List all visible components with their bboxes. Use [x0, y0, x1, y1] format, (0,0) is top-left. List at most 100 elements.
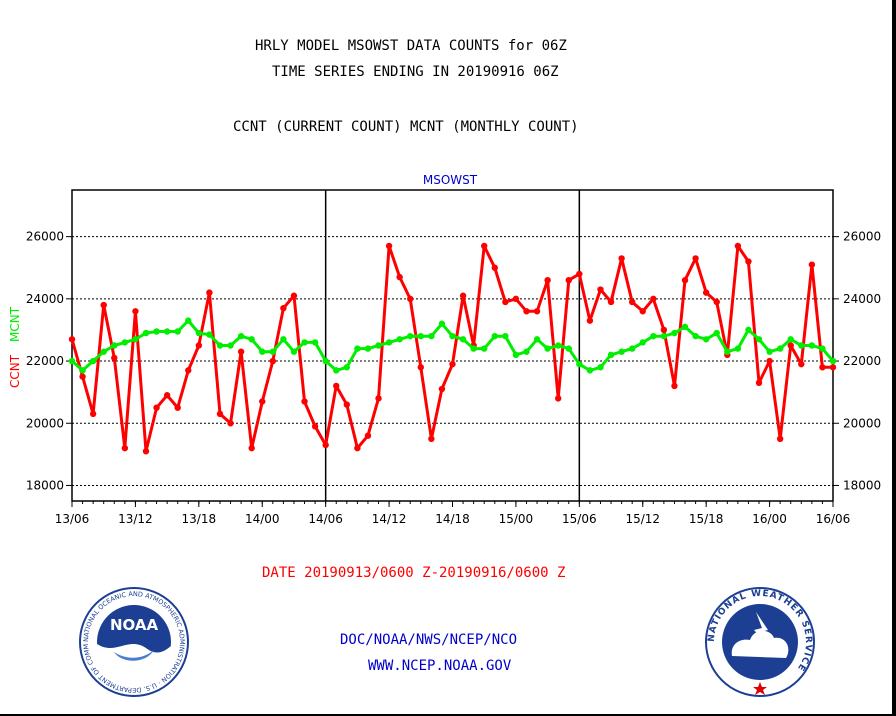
series-point-ccnt	[660, 326, 668, 334]
series-point-ccnt	[227, 420, 234, 427]
series-point-mcnt	[237, 332, 245, 340]
footer-url: WWW.NCEP.NOAA.GOV	[368, 658, 512, 674]
header-line-3: CCNT (CURRENT COUNT) MCNT (MONTHLY COUNT…	[233, 119, 579, 135]
series-point-ccnt	[639, 308, 646, 315]
series-point-ccnt	[79, 373, 86, 380]
series-point-mcnt	[819, 345, 826, 352]
series-point-mcnt	[470, 345, 477, 352]
series-point-mcnt	[216, 342, 224, 349]
series-point-ccnt	[798, 360, 805, 368]
series-point-mcnt	[121, 339, 129, 346]
series-point-ccnt	[533, 308, 541, 315]
series-point-mcnt	[396, 336, 403, 343]
y-tick-label-right: 26000	[843, 230, 881, 244]
series-point-ccnt	[111, 354, 118, 362]
series-point-mcnt	[512, 351, 520, 359]
series-point-ccnt	[766, 357, 773, 365]
grid-layer	[72, 190, 833, 501]
series-point-ccnt	[142, 448, 150, 455]
series-point-ccnt	[607, 298, 615, 306]
series-layer	[68, 242, 837, 455]
series-point-ccnt	[121, 444, 129, 452]
series-point-ccnt	[290, 292, 298, 299]
series-point-ccnt	[734, 242, 742, 250]
series-point-ccnt	[745, 258, 752, 265]
series-point-ccnt	[385, 242, 393, 250]
footer-org: DOC/NOAA/NWS/NCEP/NCO	[340, 632, 518, 648]
y-tick-label-right: 18000	[843, 478, 881, 492]
series-point-mcnt	[449, 332, 456, 340]
series-point-mcnt	[745, 326, 752, 334]
series-point-ccnt	[808, 261, 816, 268]
series-point-mcnt	[206, 331, 213, 338]
series-point-ccnt	[237, 348, 245, 355]
series-point-ccnt	[354, 444, 361, 452]
series-point-mcnt	[417, 332, 424, 340]
noaa-logo-text: NOAA	[110, 616, 159, 634]
series-point-mcnt	[269, 348, 277, 355]
series-point-mcnt	[776, 345, 784, 352]
series-point-mcnt	[660, 332, 668, 340]
series-point-mcnt	[523, 348, 530, 355]
series-point-mcnt	[364, 345, 372, 352]
series-point-ccnt	[459, 292, 467, 299]
series-point-mcnt	[787, 336, 794, 343]
x-tick-label: 13/12	[118, 512, 153, 526]
series-point-ccnt	[68, 336, 76, 343]
series-point-ccnt	[755, 379, 763, 387]
series-point-mcnt	[163, 328, 171, 335]
series-point-ccnt	[206, 289, 213, 296]
series-point-mcnt	[607, 351, 615, 359]
series-point-ccnt	[438, 385, 446, 393]
series-point-mcnt	[681, 323, 689, 331]
series-point-ccnt	[523, 308, 530, 315]
ylabel-mcnt: MCNT	[8, 306, 22, 342]
series-point-mcnt	[185, 317, 192, 324]
series-point-ccnt	[565, 276, 572, 284]
series-point-mcnt	[333, 367, 340, 374]
series-point-ccnt	[280, 304, 287, 312]
series-point-mcnt	[343, 364, 351, 371]
series-point-ccnt	[216, 410, 224, 418]
series-point-ccnt	[195, 342, 203, 349]
series-point-mcnt	[459, 336, 467, 343]
series-point-ccnt	[586, 317, 594, 324]
series-point-mcnt	[798, 342, 805, 349]
series-point-ccnt	[449, 360, 456, 368]
series-point-ccnt	[407, 295, 414, 303]
x-tick-label: 15/12	[625, 512, 660, 526]
y-tick-label-left: 26000	[26, 230, 64, 244]
series-point-mcnt	[100, 348, 107, 355]
header-line-2: TIME SERIES ENDING IN 20190916 06Z	[272, 64, 559, 80]
series-point-ccnt	[650, 295, 657, 303]
series-point-ccnt	[89, 410, 97, 418]
series-point-ccnt	[396, 273, 403, 281]
series-point-mcnt	[280, 336, 287, 343]
series-point-ccnt	[100, 301, 107, 309]
series-point-mcnt	[724, 348, 731, 355]
series-point-ccnt	[597, 286, 604, 293]
series-point-ccnt	[671, 382, 678, 390]
y-tick-label-left: 22000	[26, 354, 64, 368]
y-tick-label-right: 24000	[843, 292, 881, 306]
series-point-mcnt	[628, 345, 636, 352]
series-point-mcnt	[195, 329, 203, 337]
series-point-ccnt	[776, 435, 784, 442]
series-point-mcnt	[734, 345, 742, 352]
series-point-ccnt	[702, 289, 710, 296]
series-point-mcnt	[290, 348, 298, 355]
header-line-1: HRLY MODEL MSOWST DATA COUNTS for 06Z	[255, 38, 567, 54]
series-point-mcnt	[79, 367, 86, 374]
series-point-mcnt	[248, 336, 255, 343]
x-tick-label: 13/18	[182, 512, 217, 526]
y-tick-label-right: 20000	[843, 416, 881, 430]
series-point-mcnt	[322, 357, 329, 365]
series-line-ccnt	[70, 244, 833, 453]
series-point-mcnt	[259, 348, 266, 355]
series-point-mcnt	[354, 345, 361, 352]
series-point-mcnt	[132, 336, 139, 343]
y-tick-label-right: 22000	[843, 354, 881, 368]
series-point-mcnt	[671, 329, 678, 337]
